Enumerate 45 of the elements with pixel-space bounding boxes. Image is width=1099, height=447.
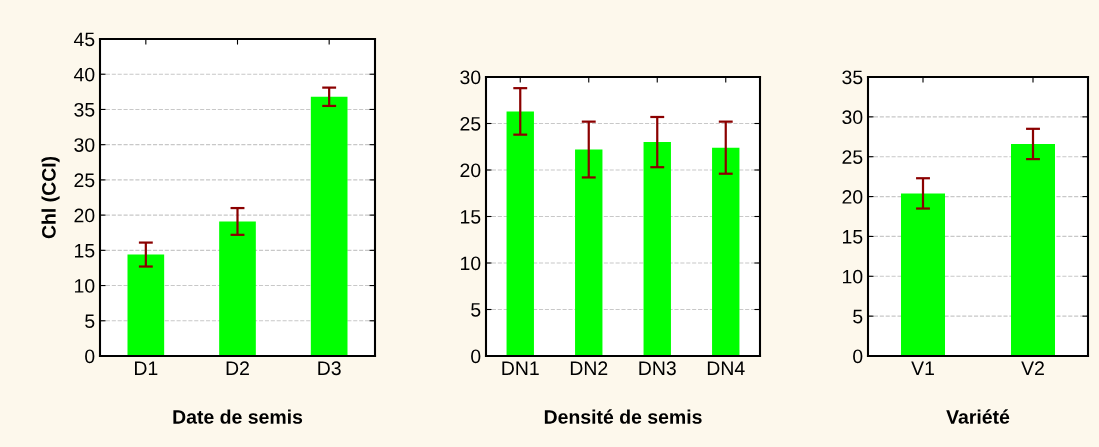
y-tick-label: 20: [460, 163, 481, 178]
y-tick-label: 5: [471, 303, 481, 317]
y-tick-label: 25: [842, 150, 863, 164]
x-tick-label: DN3: [639, 361, 676, 376]
x-axis-title: Densité de semis: [544, 409, 702, 424]
y-tick-label: 35: [74, 102, 95, 117]
x-tick-label: DN4: [707, 361, 745, 375]
y-tick-label: 25: [460, 116, 481, 131]
y-tick-label: 45: [73, 32, 95, 47]
y-tick-label: 40: [73, 67, 95, 82]
bar: [310, 96, 348, 356]
y-tick-label: 20: [74, 208, 95, 223]
x-tick-label: DN2: [570, 361, 608, 375]
y-tick-label: 15: [75, 244, 95, 258]
x-tick-label: D3: [318, 361, 341, 376]
x-tick-label: V1: [911, 361, 934, 375]
bar: [575, 149, 603, 356]
y-tick-label: 15: [461, 210, 481, 224]
x-axis-title: Date de semis: [173, 409, 303, 424]
bar: [506, 111, 534, 356]
x-axis-title: Variété: [946, 409, 1010, 424]
y-tick-label: 30: [460, 70, 481, 85]
x-tick-label: V2: [1021, 361, 1044, 375]
x-tick-label: D1: [135, 361, 158, 375]
bar: [127, 254, 165, 356]
y-tick-label: 5: [85, 314, 95, 329]
y-tick-label: 20: [842, 190, 863, 204]
bar: [712, 147, 740, 356]
y-tick-label: 0: [85, 349, 95, 364]
y-axis-title: Chl (CCI): [41, 156, 60, 239]
x-tick-label: DN1: [502, 361, 539, 375]
y-tick-label: 30: [842, 110, 863, 125]
y-tick-label: 10: [75, 279, 95, 293]
y-tick-label: 10: [461, 256, 481, 271]
y-tick-label: 30: [74, 138, 95, 152]
y-tick-label: 5: [853, 309, 863, 324]
bar: [643, 142, 671, 356]
y-tick-label: 0: [471, 349, 481, 364]
bar: [219, 221, 256, 356]
y-tick-label: 0: [853, 349, 863, 364]
y-tick-label: 35: [842, 70, 863, 85]
y-tick-label: 25: [74, 173, 95, 188]
y-tick-label: 10: [843, 269, 863, 284]
y-tick-label: 15: [843, 230, 863, 244]
x-tick-label: D2: [226, 361, 249, 375]
